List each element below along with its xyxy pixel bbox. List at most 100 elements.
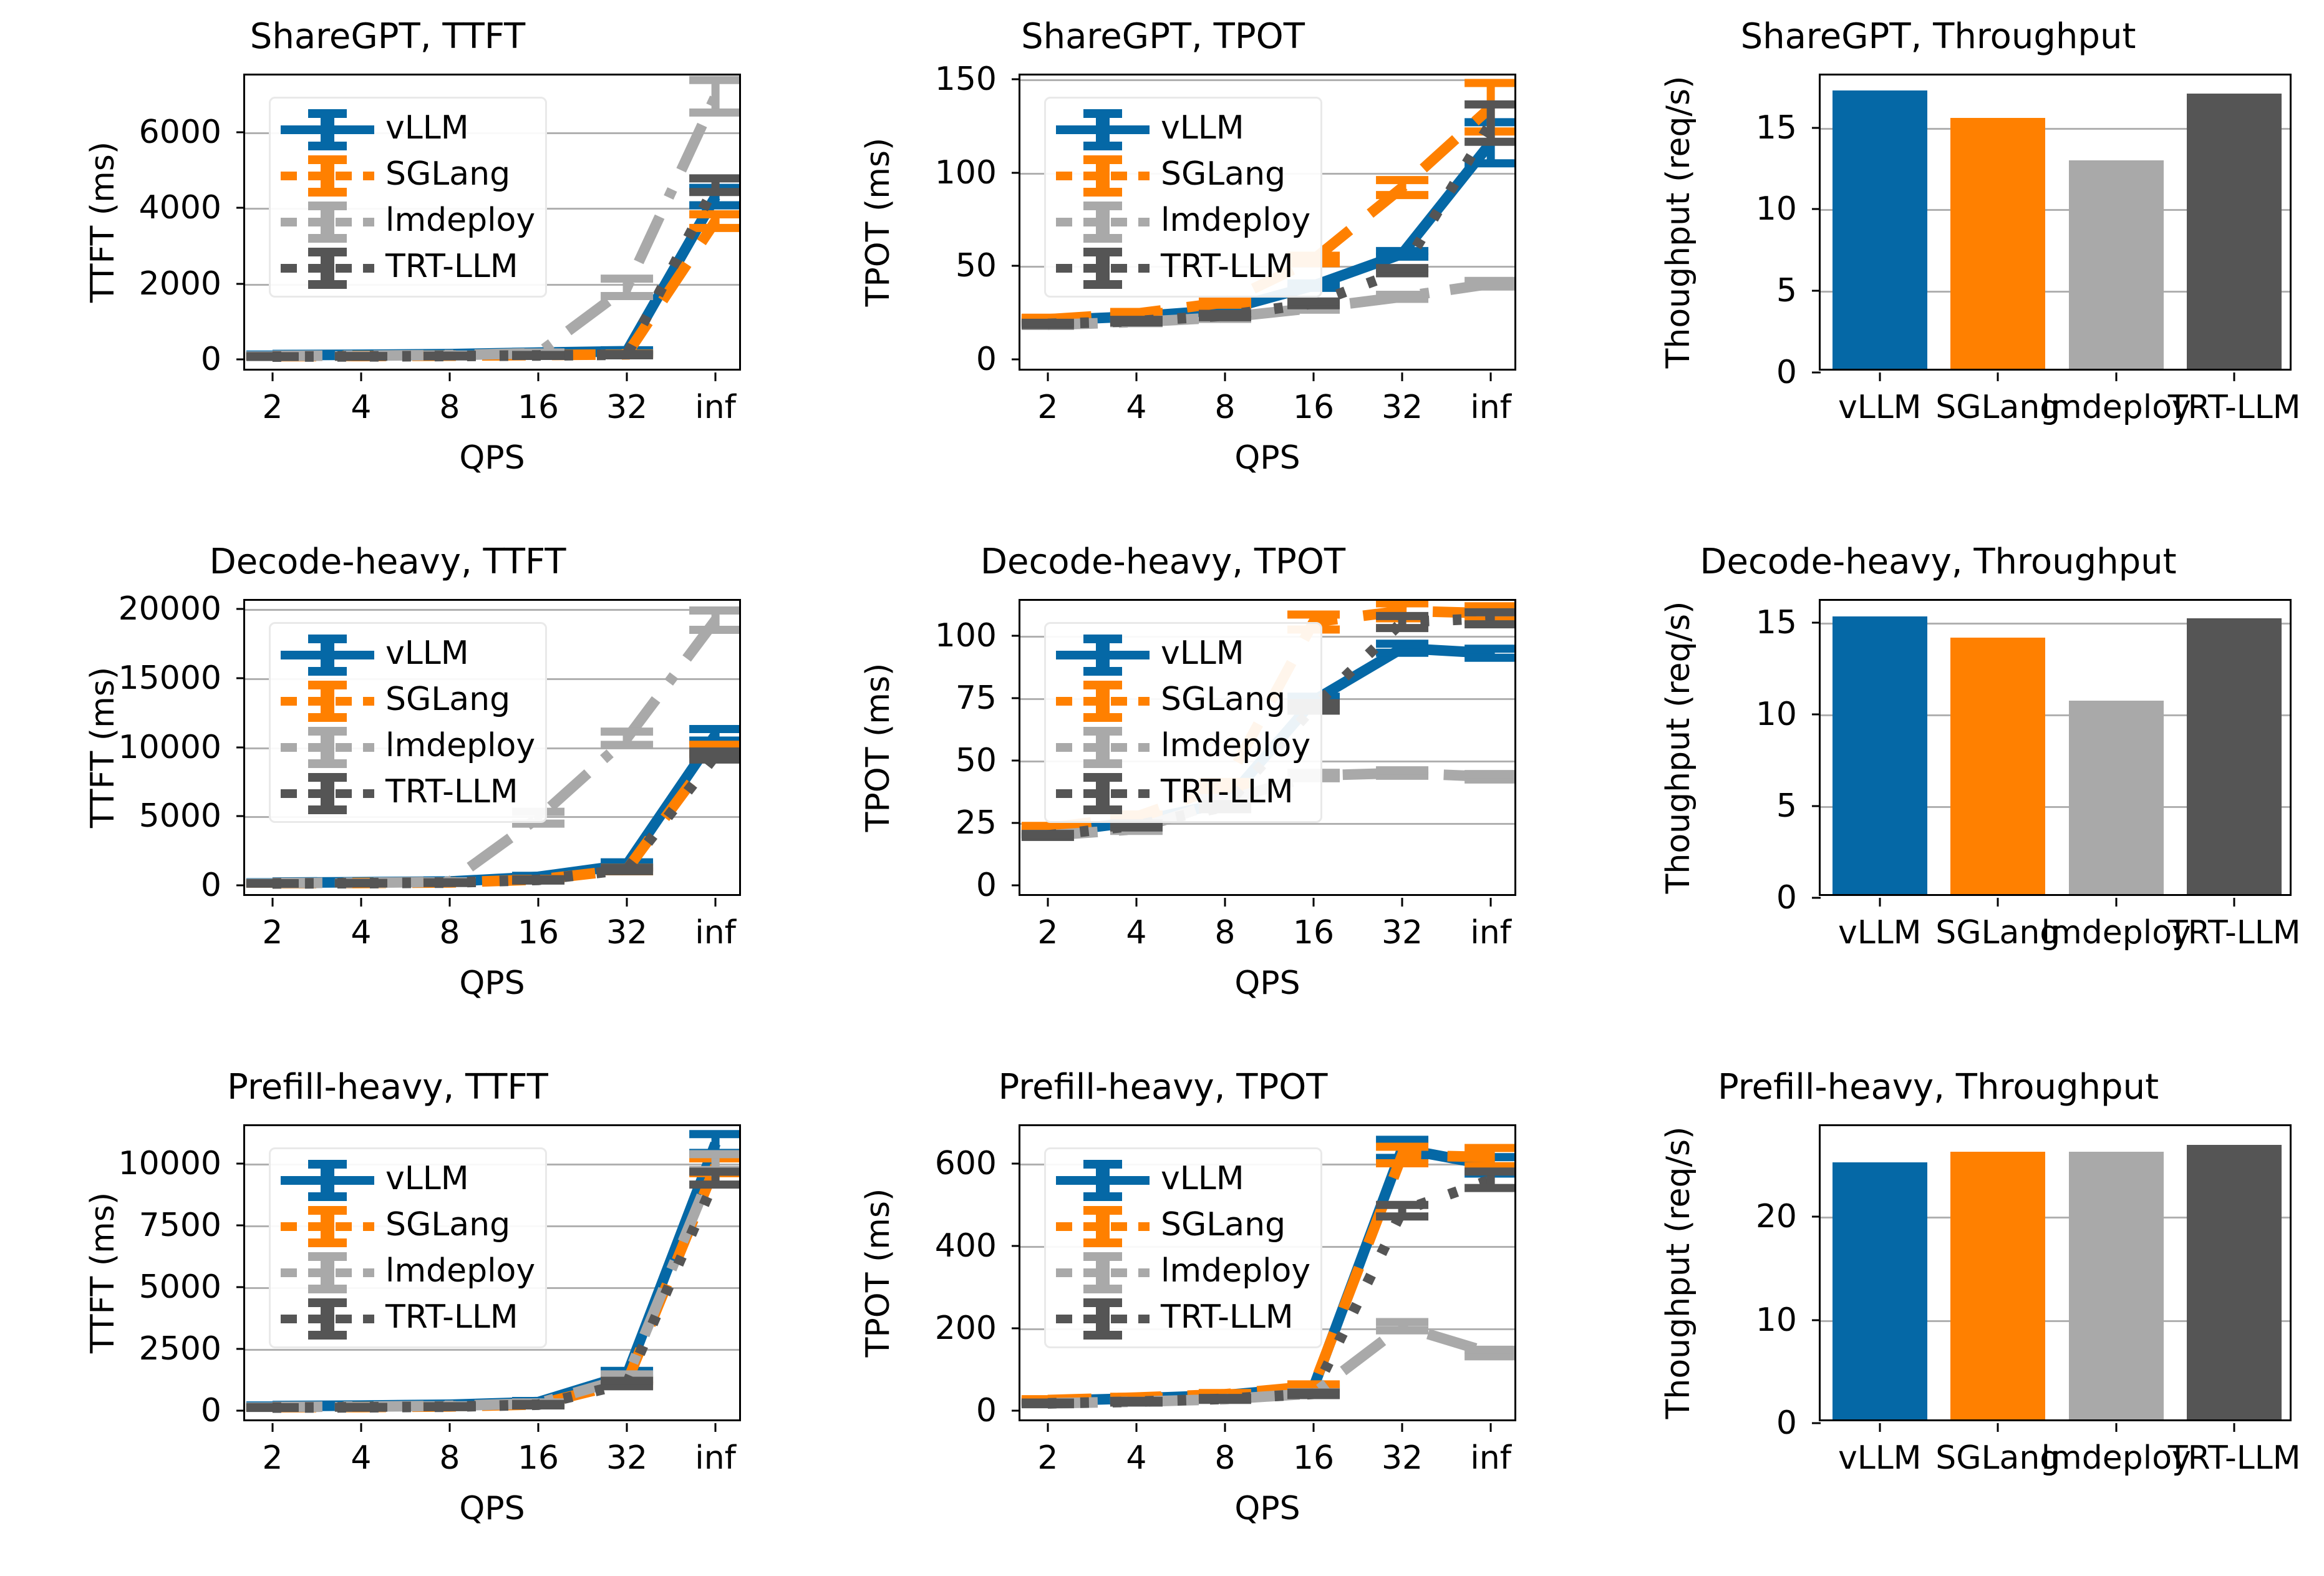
subplot-sharegpt-ttft: ShareGPT, TTFT 0 2000 4000 6000 2 4 8 16 32 inf vLL… — [0, 0, 775, 525]
plot-area: 0 10 20 vLLM SGLang lmdeploy TRT-LLM — [1756, 1124, 2301, 1477]
x-tick-label: 4 — [351, 1439, 372, 1477]
errorbar — [334, 1403, 387, 1412]
bar-vllm — [1832, 1162, 1927, 1419]
plot-area: 0 200 400 600 2 4 8 16 32 inf vLLM SGLang lmdeploy TR… — [935, 1124, 1516, 1477]
legend-label: SGLang — [385, 681, 511, 718]
legend-label: TRT-LLM — [385, 773, 518, 810]
legend-swatch-icon — [1056, 109, 1150, 150]
x-tick-label: 8 — [1214, 1439, 1236, 1477]
errorbar — [1465, 276, 1514, 291]
y-tick-label: 0 — [1776, 354, 1797, 391]
errorbar — [1376, 264, 1429, 278]
y-tick-label: 6000 — [138, 113, 221, 151]
legend-item-sglang[interactable]: SGLang — [281, 676, 535, 722]
errorbar — [689, 606, 739, 634]
legend-item-vllm[interactable]: vLLM — [1056, 105, 1310, 151]
y-tick-mark — [236, 884, 245, 887]
y-gridline — [1821, 1217, 2290, 1219]
errorbar — [601, 1376, 654, 1391]
legend-item-sglang[interactable]: SGLang — [1056, 151, 1310, 197]
y-tick-label: 75 — [955, 679, 997, 717]
legend-item-lmdeploy[interactable]: lmdeploy — [1056, 722, 1310, 769]
legend-item-trt-llm[interactable]: TRT-LLM — [281, 243, 535, 289]
legend: vLLM SGLang lmdeploy TRT-LLM — [1044, 97, 1323, 298]
errorbar — [601, 863, 654, 875]
legend-item-trt-llm[interactable]: TRT-LLM — [281, 1294, 535, 1340]
legend-item-trt-llm[interactable]: TRT-LLM — [1056, 243, 1310, 289]
bar-trt-llm — [2187, 93, 2282, 369]
legend-swatch-icon — [281, 1252, 374, 1293]
y-tick-mark — [1012, 265, 1020, 267]
errorbar — [1110, 316, 1163, 327]
legend-item-sglang[interactable]: SGLang — [1056, 1202, 1310, 1248]
y-tick-mark — [1012, 759, 1020, 762]
y-tick-label: 20000 — [118, 590, 221, 628]
bar-trt-llm — [2187, 1144, 2282, 1419]
x-tick-label: 16 — [517, 1439, 559, 1477]
legend-swatch-icon — [281, 727, 374, 768]
legend-item-lmdeploy[interactable]: lmdeploy — [281, 722, 535, 769]
legend-item-lmdeploy[interactable]: lmdeploy — [281, 197, 535, 243]
errorbar — [1376, 766, 1429, 780]
plot-area: 0 5 10 15 vLLM SGLang lmdeploy TRT-LLM — [1756, 74, 2301, 426]
x-tick-mark — [537, 1423, 540, 1432]
y-tick-label: 10 — [1755, 1301, 1797, 1339]
legend-label: TRT-LLM — [1161, 248, 1294, 285]
x-tick-label: 2 — [262, 914, 283, 951]
legend-swatch-icon — [1056, 1206, 1150, 1247]
legend-item-vllm[interactable]: vLLM — [281, 105, 535, 151]
y-tick-mark — [236, 131, 245, 134]
y-tick-label: 150 — [934, 60, 997, 98]
legend-item-sglang[interactable]: SGLang — [1056, 676, 1310, 722]
legend-item-trt-llm[interactable]: TRT-LLM — [281, 769, 535, 815]
legend-label: lmdeploy — [1161, 202, 1311, 239]
y-tick-label: 0 — [1776, 1404, 1797, 1442]
series-layer — [246, 1130, 739, 1413]
y-tick-label: 4000 — [138, 189, 221, 227]
subplot-title: Decode-heavy, TTFT — [209, 542, 566, 582]
errorbar — [1376, 1318, 1429, 1335]
bar-trt-llm — [2187, 618, 2282, 894]
y-tick-label: 600 — [934, 1144, 997, 1182]
subplot-prefill-heavy-tpot: Prefill-heavy, TPOT 0 200 400 600 2 4 8 16 32 inf v… — [775, 1051, 1551, 1576]
bar-category-label: lmdeploy — [2041, 389, 2191, 426]
errorbar — [601, 727, 654, 749]
x-tick-label: 32 — [606, 914, 648, 951]
legend-item-vllm[interactable]: vLLM — [1056, 630, 1310, 676]
x-tick-mark — [1879, 898, 1881, 907]
legend-label: TRT-LLM — [1161, 1298, 1294, 1336]
errorbar — [1465, 608, 1514, 629]
legend-item-vllm[interactable]: vLLM — [281, 630, 535, 676]
x-tick-mark — [2233, 1423, 2235, 1432]
y-tick-label: 5000 — [138, 1268, 221, 1306]
legend-swatch-icon — [281, 202, 374, 243]
legend-item-trt-llm[interactable]: TRT-LLM — [1056, 1294, 1310, 1340]
x-tick-mark — [2233, 898, 2235, 907]
legend-item-lmdeploy[interactable]: lmdeploy — [1056, 197, 1310, 243]
bar-category-label: SGLang — [1935, 1439, 2061, 1477]
y-tick-label: 200 — [934, 1309, 997, 1347]
y-tick-mark — [1812, 289, 1821, 292]
y-gridline — [1020, 79, 1514, 81]
legend-swatch-icon — [281, 1160, 374, 1201]
errorbar — [689, 1130, 739, 1157]
y-tick-label: 7500 — [138, 1206, 221, 1244]
bar-sglang — [1950, 1152, 2046, 1419]
errorbar — [512, 875, 565, 885]
legend-item-vllm[interactable]: vLLM — [281, 1155, 535, 1202]
y-tick-mark — [1012, 172, 1020, 174]
legend-item-lmdeploy[interactable]: lmdeploy — [281, 1248, 535, 1294]
legend-item-sglang[interactable]: SGLang — [281, 1202, 535, 1248]
y-tick-mark — [236, 283, 245, 285]
x-axis-label: QPS — [1234, 965, 1300, 1002]
y-tick-mark — [236, 608, 245, 610]
legend-item-lmdeploy[interactable]: lmdeploy — [1056, 1248, 1310, 1294]
legend-item-vllm[interactable]: vLLM — [1056, 1155, 1310, 1202]
legend-swatch-icon — [1056, 681, 1150, 722]
x-axis-label: QPS — [459, 965, 525, 1002]
legend-item-trt-llm[interactable]: TRT-LLM — [1056, 769, 1310, 815]
errorbar — [689, 1167, 739, 1189]
x-tick-label: inf — [695, 914, 736, 951]
legend-item-sglang[interactable]: SGLang — [281, 151, 535, 197]
x-tick-label: 8 — [1214, 914, 1236, 951]
